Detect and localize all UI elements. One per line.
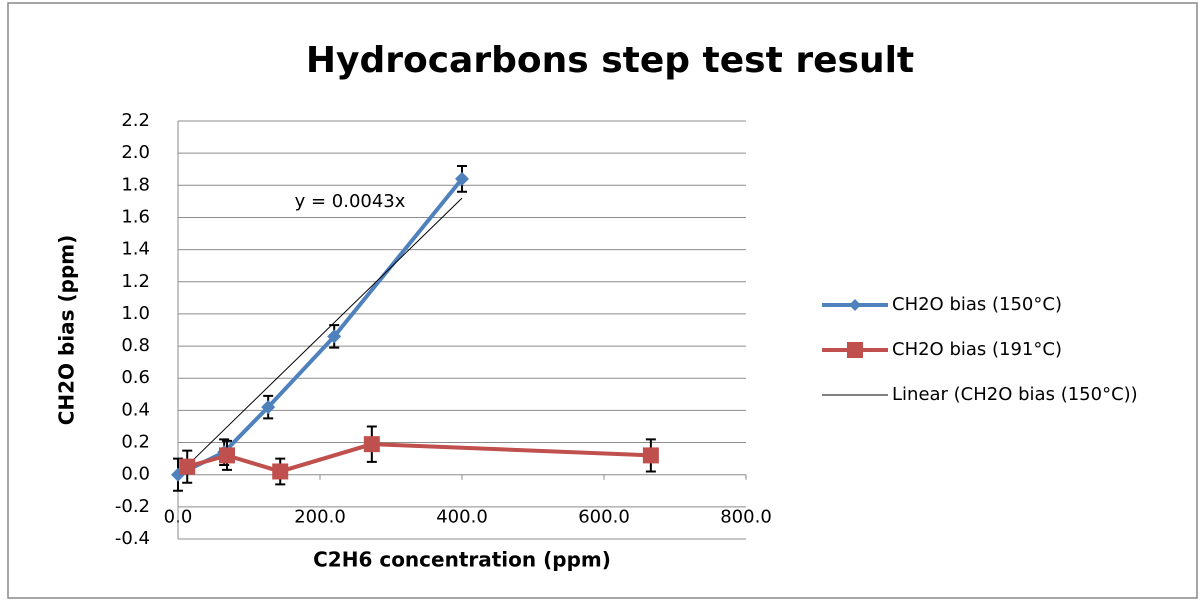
y-tick-label: 1.8 [121, 174, 150, 195]
trendline [177, 197, 463, 476]
point [327, 329, 342, 344]
point [455, 171, 469, 186]
y-tick-label: 0.8 [121, 335, 150, 356]
x-axis-label: C2H6 concentration (ppm) [313, 548, 611, 572]
point [261, 400, 276, 415]
y-tick-label: 1.6 [121, 206, 150, 227]
y-tick-label: -0.2 [115, 496, 150, 517]
y-axis-label: CH2O bias (ppm) [55, 235, 79, 426]
annotation: y = 0.0043x [295, 191, 406, 212]
point [363, 436, 380, 453]
y-tick-label: 2.0 [121, 142, 150, 163]
point [272, 463, 289, 480]
y-tick-label: 1.0 [121, 303, 150, 324]
y-tick-label: 1.2 [121, 271, 150, 292]
y-tick-label: 1.4 [121, 239, 150, 260]
legend-label: CH2O bias (191°C) [892, 339, 1062, 360]
legend-label: CH2O bias (150°C) [892, 294, 1062, 315]
chart-title: Hydrocarbons step test result [306, 40, 914, 81]
chart-frame [7, 2, 1198, 599]
point [218, 447, 235, 464]
x-tick-label: 400.0 [436, 507, 488, 528]
y-tick-label: 2.2 [121, 110, 150, 131]
point [179, 458, 196, 475]
x-tick-label: 200.0 [294, 507, 346, 528]
point [642, 447, 659, 464]
y-tick-label: -0.4 [115, 528, 150, 549]
legend-marker [847, 342, 863, 358]
y-tick-label: 0.4 [121, 399, 150, 420]
legend-label: Linear (CH2O bias (150°C)) [892, 384, 1138, 405]
y-tick-label: 0.6 [121, 367, 150, 388]
legend-marker [849, 299, 861, 311]
x-tick-label: 800.0 [720, 507, 772, 528]
y-tick-label: 0.0 [121, 464, 150, 485]
x-tick-label: 600.0 [578, 507, 630, 528]
y-tick-label: 0.2 [121, 432, 150, 453]
